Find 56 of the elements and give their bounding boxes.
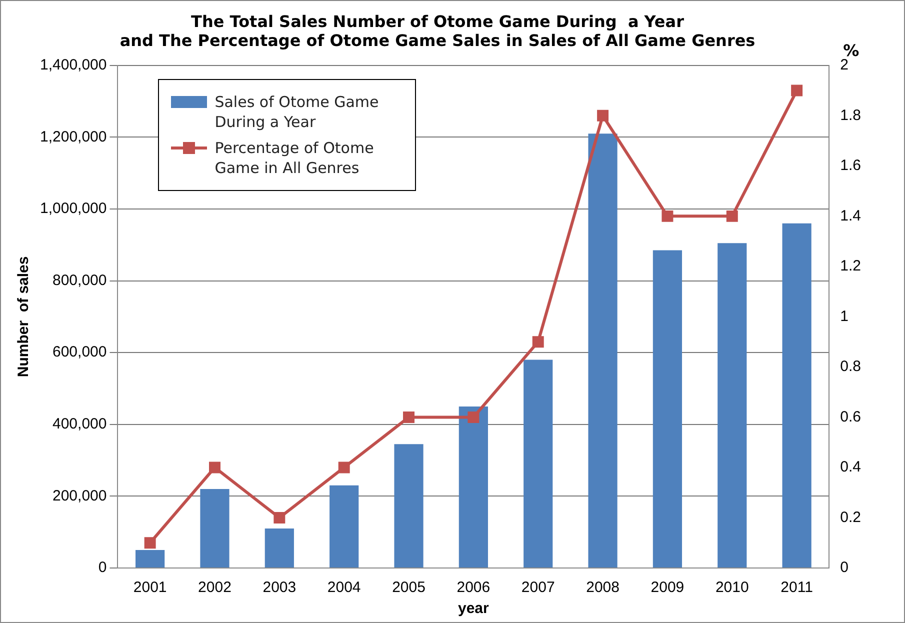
y2-tick-label: 1.6 (840, 157, 862, 174)
x-tick-label: 2010 (715, 579, 749, 596)
bar (718, 243, 747, 568)
y2-tick-label: 0.2 (840, 508, 862, 526)
point (144, 537, 156, 549)
y2-tick-label: 0.6 (840, 408, 862, 426)
y-tick-label: 800,000 (52, 272, 107, 289)
point (338, 462, 350, 474)
y-tick-label: 0 (98, 559, 107, 576)
bar (458, 406, 488, 568)
bar (652, 250, 682, 568)
point (532, 336, 544, 348)
y2-tick-label: 1 (840, 308, 848, 325)
chart-title: The Total Sales Number of Otome Game During a Year and The Percentage of Otome Game Sales in Sales of All Game Genres (120, 12, 756, 50)
y-tick-label: 400,000 (52, 416, 107, 433)
x-tick-label: 2001 (133, 579, 167, 596)
point (274, 512, 286, 524)
x-tick-label: 2009 (650, 579, 684, 596)
point (209, 462, 220, 474)
point (662, 210, 674, 222)
legend-label: Percentage of Otome Game in All Genres (214, 138, 375, 178)
y-tick-label: 600,000 (52, 344, 107, 361)
x-tick-label: 2008 (586, 579, 620, 596)
x-tick-label: 2007 (521, 579, 555, 596)
point (468, 411, 480, 423)
x-tick-label: 2005 (392, 579, 426, 596)
y2-tick-label: 1.4 (840, 207, 862, 224)
bar (200, 489, 230, 568)
x-tick-label: 2011 (780, 579, 813, 596)
bar (782, 223, 812, 568)
point (597, 110, 609, 122)
y2-tick-label: 1.2 (840, 258, 862, 275)
bar (330, 485, 359, 568)
y2-tick-label: 0.4 (840, 458, 862, 476)
y-tick-label: 1,200,000 (40, 128, 107, 146)
point (403, 411, 415, 423)
bar (588, 134, 618, 568)
bar (394, 444, 424, 568)
point (791, 84, 803, 96)
legend-label: Sales of Otome Game During a Year (214, 92, 380, 132)
y2-tick-label: 0.8 (840, 358, 862, 376)
x-tick-label: 2006 (456, 579, 490, 596)
y2-tick-label: 0 (840, 559, 848, 576)
x-tick-label: 2002 (198, 579, 232, 596)
x-axis-title: year (458, 600, 490, 618)
x-tick-label: 2004 (327, 579, 361, 596)
y2-tick-label: 1.8 (840, 106, 862, 124)
y-axis-title: Number of sales (15, 256, 32, 378)
y-tick-label: 1,400,000 (40, 56, 107, 74)
point (726, 210, 738, 222)
y-tick-label: 200,000 (52, 487, 107, 504)
y-tick-label: 1,000,000 (40, 200, 107, 218)
bar (264, 528, 294, 568)
x-tick-label: 2003 (262, 579, 296, 596)
bar (524, 360, 553, 568)
bar (136, 550, 165, 568)
